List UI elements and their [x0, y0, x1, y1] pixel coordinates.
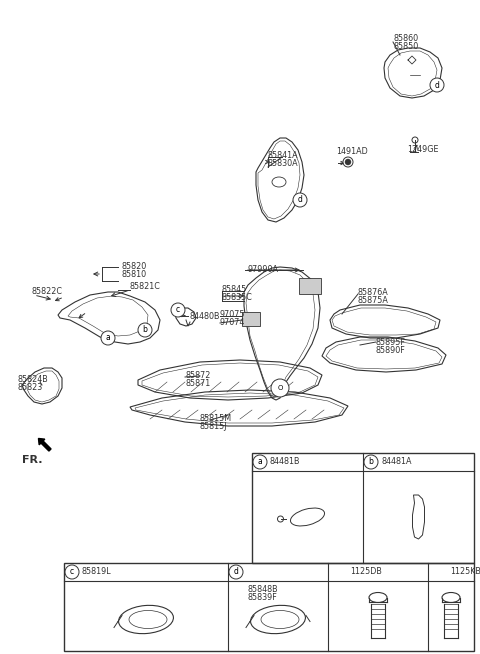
Text: 85824B: 85824B	[18, 375, 49, 384]
Text: FR.: FR.	[22, 455, 43, 465]
Text: 85841A: 85841A	[268, 151, 299, 160]
Text: 85850: 85850	[393, 42, 418, 51]
Text: c: c	[70, 568, 74, 576]
Text: b: b	[369, 458, 373, 466]
Circle shape	[271, 379, 289, 397]
Text: 85895F: 85895F	[376, 338, 406, 347]
Circle shape	[364, 455, 378, 469]
Text: 85835C: 85835C	[222, 293, 253, 302]
Text: 85820: 85820	[122, 262, 147, 271]
Text: b: b	[143, 326, 147, 334]
Bar	[299, 278, 321, 294]
Circle shape	[430, 78, 444, 92]
Text: 85860: 85860	[393, 34, 418, 43]
Text: 85839F: 85839F	[248, 593, 278, 602]
Circle shape	[293, 193, 307, 207]
Text: 85815M: 85815M	[200, 414, 232, 423]
Text: 97990A: 97990A	[247, 265, 278, 274]
Text: 1249GE: 1249GE	[407, 145, 439, 154]
Circle shape	[171, 303, 185, 317]
Bar	[64, 563, 474, 651]
Text: 97074: 97074	[220, 318, 245, 327]
Text: 85848B: 85848B	[248, 585, 278, 594]
Text: 85815J: 85815J	[200, 422, 228, 431]
Text: 85872: 85872	[185, 371, 210, 380]
Text: 84481A: 84481A	[381, 457, 411, 466]
Text: a: a	[258, 458, 263, 466]
Text: 85819L: 85819L	[82, 567, 112, 576]
Bar	[252, 453, 474, 563]
Text: d: d	[434, 80, 439, 90]
Text: 85830A: 85830A	[268, 159, 299, 168]
Text: O: O	[277, 385, 283, 391]
Circle shape	[345, 159, 351, 165]
Text: 85890F: 85890F	[376, 346, 406, 355]
Text: 85845: 85845	[222, 285, 247, 294]
Text: 85876A: 85876A	[358, 288, 389, 297]
Circle shape	[343, 157, 353, 167]
Text: 1125KB: 1125KB	[450, 567, 480, 576]
Text: a: a	[106, 334, 110, 343]
Text: 85822C: 85822C	[32, 287, 63, 296]
Text: c: c	[176, 305, 180, 315]
Text: 84481B: 84481B	[270, 457, 300, 466]
Text: 85823: 85823	[18, 383, 43, 392]
Text: d: d	[234, 568, 239, 576]
Text: 85821C: 85821C	[130, 282, 161, 291]
Circle shape	[229, 565, 243, 579]
Bar	[242, 312, 260, 326]
Text: d: d	[298, 196, 302, 205]
Text: 85875A: 85875A	[358, 296, 389, 305]
Text: 85871: 85871	[185, 379, 210, 388]
Circle shape	[253, 455, 267, 469]
Text: 1125DB: 1125DB	[350, 567, 382, 576]
Text: 85810: 85810	[122, 270, 147, 279]
Text: 84480B: 84480B	[190, 312, 220, 321]
Text: 1491AD: 1491AD	[336, 147, 368, 156]
Circle shape	[138, 323, 152, 337]
Circle shape	[65, 565, 79, 579]
Text: 97075: 97075	[220, 310, 245, 319]
FancyArrow shape	[38, 438, 51, 451]
Circle shape	[101, 331, 115, 345]
